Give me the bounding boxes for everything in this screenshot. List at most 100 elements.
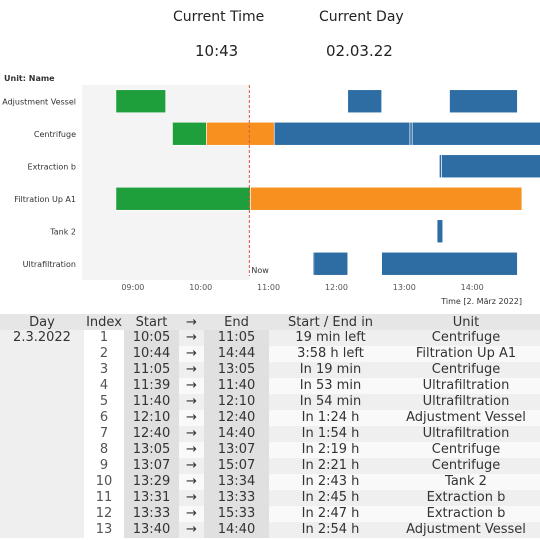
table-row: 12 13:33 → 15:33 In 2:47 h Extraction b [0,506,540,522]
end-cell: 13:34 [204,474,269,490]
gantt-bar [115,89,166,114]
current-time-label: Current Time [173,9,265,25]
column-header: Start [124,314,179,330]
index-cell: 4 [99,378,109,393]
unit-cell: Centrifuge [392,330,540,346]
column-header: Day [0,314,84,330]
unit-cell: Centrifuge [392,458,540,474]
arrow-cell: → [179,346,204,362]
index-cell: 1 [99,330,109,345]
end-cell: 11:05 [204,330,269,346]
arrow-cell: → [179,474,204,490]
end-cell: 13:05 [204,362,269,378]
x-tick-label: 09:00 [121,283,144,292]
index-cell: 12 [95,506,113,521]
unit-cell: Extraction b [392,490,540,506]
unit-label: Adjustment Vessel [2,97,76,106]
unit-cell: Filtration Up A1 [392,346,540,362]
start-cell: 10:05 [124,330,179,346]
start-end-in-cell: In 2:21 h [269,458,392,474]
table-row: 4 11:39 → 11:40 In 53 min Ultrafiltration [0,378,540,394]
index-cell: 6 [99,410,109,425]
table-row: 11 13:31 → 13:33 In 2:45 h Extraction b [0,490,540,506]
table-row: 7 12:40 → 14:40 In 1:54 h Ultrafiltration [0,426,540,442]
start-cell: 13:05 [124,442,179,458]
gantt-bar [206,121,275,146]
unit-label: Ultrafiltration [23,260,76,269]
column-header: End [204,314,269,330]
arrow-cell: → [179,458,204,474]
arrow-cell: → [179,330,204,346]
start-cell: 13:40 [124,522,179,538]
table-row: 13 13:40 → 14:40 In 2:54 h Adjustment Vessel [0,522,540,538]
unit-cell: Centrifuge [392,362,540,378]
gantt-bar [411,121,540,146]
end-cell: 15:33 [204,506,269,522]
start-end-in-cell: In 2:54 h [269,522,392,538]
index-cell: 9 [99,458,109,473]
table-row: 2.3.2022 1 10:05 → 11:05 19 min left Centrifug… [0,330,540,538]
gantt-bar [115,186,251,211]
end-cell: 11:40 [204,378,269,394]
table-row: 10 13:29 → 13:34 In 2:43 h Tank 2 [0,474,540,490]
unit-cell: Ultrafiltration [392,426,540,442]
start-end-in-cell: In 2:45 h [269,490,392,506]
gantt-bar [441,154,540,179]
table-row: 3 11:05 → 13:05 In 19 min Centrifuge [0,362,540,378]
start-end-in-cell: In 19 min [269,362,392,378]
start-cell: 11:39 [124,378,179,394]
gantt-bar [409,121,413,146]
table-row: 8 13:05 → 13:07 In 2:19 h Centrifuge [0,442,540,458]
start-cell: 12:10 [124,410,179,426]
gantt-bar [381,251,518,276]
start-end-in-cell: In 1:24 h [269,410,392,426]
table-row: 2 10:44 → 14:44 3:58 h left Filtration Up A1 [0,346,540,362]
unit-cell: Ultrafiltration [392,378,540,394]
end-cell: 13:33 [204,490,269,506]
end-cell: 14:44 [204,346,269,362]
x-tick-label: 11:00 [257,283,280,292]
index-cell: 11 [95,490,113,505]
arrow-cell: → [179,410,204,426]
gantt-bar [347,89,382,114]
unit-cell: Tank 2 [392,474,540,490]
current-day-value: 02.03.22 [326,42,393,60]
current-time-value: 10:43 [195,42,239,60]
unit-cell: Extraction b [392,506,540,522]
arrow-cell: → [179,442,204,458]
index-cell: 3 [99,362,109,377]
arrow-cell: → [179,522,204,538]
day-cell: 2.3.2022 [0,330,84,538]
unit-label: Filtration Up A1 [14,195,76,204]
x-axis-title: Time [2. März 2022] [440,297,522,306]
start-end-in-cell: 19 min left [269,330,392,346]
start-cell: 10:44 [124,346,179,362]
start-end-in-cell: 3:58 h left [269,346,392,362]
start-end-in-cell: In 54 min [269,394,392,410]
column-header: Index [84,314,124,330]
start-end-in-cell: In 2:19 h [269,442,392,458]
start-cell: 13:33 [124,506,179,522]
x-tick-label: 14:00 [461,283,484,292]
x-tick-label: 10:00 [189,283,212,292]
column-header: Start / End in [269,314,392,330]
gantt-bar [436,219,444,244]
x-tick-label: 12:00 [325,283,348,292]
table-row: 6 12:10 → 12:40 In 1:24 h Adjustment Vessel [0,410,540,426]
end-cell: 14:40 [204,426,269,442]
schedule-table: Day Index Start → End Start / End in Unit 2.3.… [0,314,540,538]
end-cell: 12:40 [204,410,269,426]
gantt-bar [273,121,411,146]
table-row: 5 11:40 → 12:10 In 54 min Ultrafiltration [0,394,540,410]
arrow-cell: → [179,490,204,506]
column-header: Unit [392,314,540,330]
gantt-chart: Unit: Name Adjustment Vessel Centrifuge Ext… [2,74,540,306]
index-cell: 5 [99,394,109,409]
unit-cell: Ultrafiltration [392,394,540,410]
gantt-bar [449,89,518,114]
unit-cell: Adjustment Vessel [392,522,540,538]
unit-cell: Adjustment Vessel [392,410,540,426]
start-cell: 12:40 [124,426,179,442]
start-cell: 13:29 [124,474,179,490]
start-cell: 11:05 [124,362,179,378]
